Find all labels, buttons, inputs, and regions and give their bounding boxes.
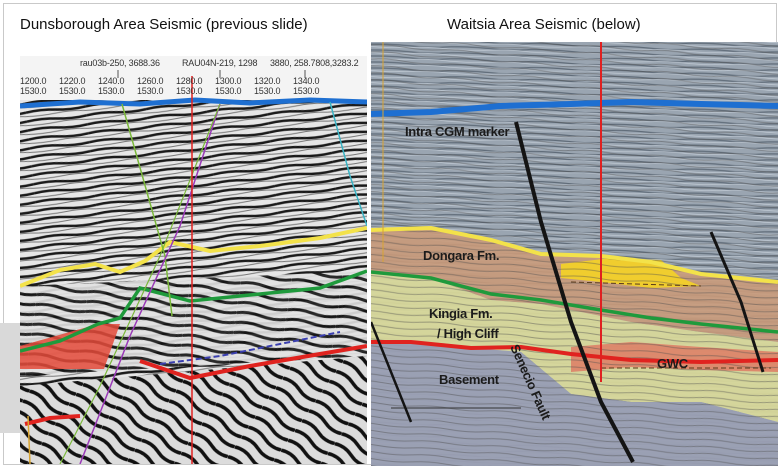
- waitsia-seismic-image: [371, 42, 778, 466]
- blue-horizon-right: [371, 98, 778, 117]
- red-horizon-right: [371, 340, 778, 365]
- dunsborough-seismic-panel: rau03b-250, 3688.36 RAU04N-219, 1298 388…: [20, 56, 367, 464]
- time-value: 1530.0: [20, 86, 47, 96]
- dashed-contact-upper: [570, 281, 702, 287]
- cdp-value: 1340.0: [293, 76, 320, 86]
- senecio-fault-line: [514, 121, 635, 463]
- time-value: 1530.0: [176, 86, 203, 96]
- dongara-label: Dongara Fm.: [423, 248, 500, 263]
- cdp-value: 1320.0: [254, 76, 281, 86]
- dashed-purple-horizon: [159, 331, 341, 365]
- basement-label: Basement: [439, 372, 499, 387]
- green-fault-line-2: [59, 103, 221, 464]
- time-value: 1530.0: [293, 86, 320, 96]
- green-horizon-right: [371, 270, 778, 334]
- high-cliff-label: / High Cliff: [437, 326, 499, 341]
- cdp-value: 1200.0: [20, 76, 47, 86]
- blue-horizon-left: [20, 97, 367, 109]
- cdp-value: 1260.0: [137, 76, 164, 86]
- seismic-deep-reflections: [20, 356, 367, 464]
- intra-cgm-label: Intra CGM marker: [405, 124, 510, 139]
- time-value: 1530.0: [254, 86, 281, 96]
- red-horizon-left-lower: [24, 414, 81, 426]
- waitsia-seismic-panel: Intra CGM marker Dongara Fm. Kingia Fm. …: [371, 42, 778, 466]
- cdp-value: 1220.0: [59, 76, 86, 86]
- west-fault-line: [371, 321, 413, 423]
- time-value: 1530.0: [215, 86, 242, 96]
- cdp-value: 1280.0: [176, 76, 203, 86]
- kingia-label: Kingia Fm.: [429, 306, 493, 321]
- right-caption: Waitsia Area Seismic (below): [447, 16, 641, 33]
- purple-fault-line: [79, 103, 221, 464]
- dunsborough-seismic-image: [20, 56, 367, 464]
- cyan-fault-line: [329, 101, 367, 227]
- cdp-value: 1300.0: [215, 76, 242, 86]
- header-label-a: rau03b-250, 3688.36: [80, 58, 160, 68]
- cdp-value: 1240.0: [98, 76, 125, 86]
- orange-well-line: [27, 415, 31, 464]
- red-horizon-left: [139, 344, 367, 381]
- green-fault-line: [121, 103, 173, 317]
- header-label-b: RAU04N-219, 1298: [182, 58, 258, 68]
- green-horizon-left: [20, 269, 367, 353]
- left-caption: Dunsborough Area Seismic (previous slide…: [20, 16, 308, 33]
- red-wedge: [20, 324, 120, 369]
- yellow-horizon-left: [20, 226, 367, 288]
- time-value: 1530.0: [59, 86, 86, 96]
- time-value: 1530.0: [98, 86, 125, 96]
- gwc-label: GWC: [657, 356, 688, 371]
- left-header-strip: [20, 56, 367, 100]
- header-label-c: 3880, 258.7808,3283.2: [270, 58, 359, 68]
- east-fault-line: [709, 231, 765, 373]
- yellow-horizon-right: [371, 225, 778, 284]
- time-value: 1530.0: [137, 86, 164, 96]
